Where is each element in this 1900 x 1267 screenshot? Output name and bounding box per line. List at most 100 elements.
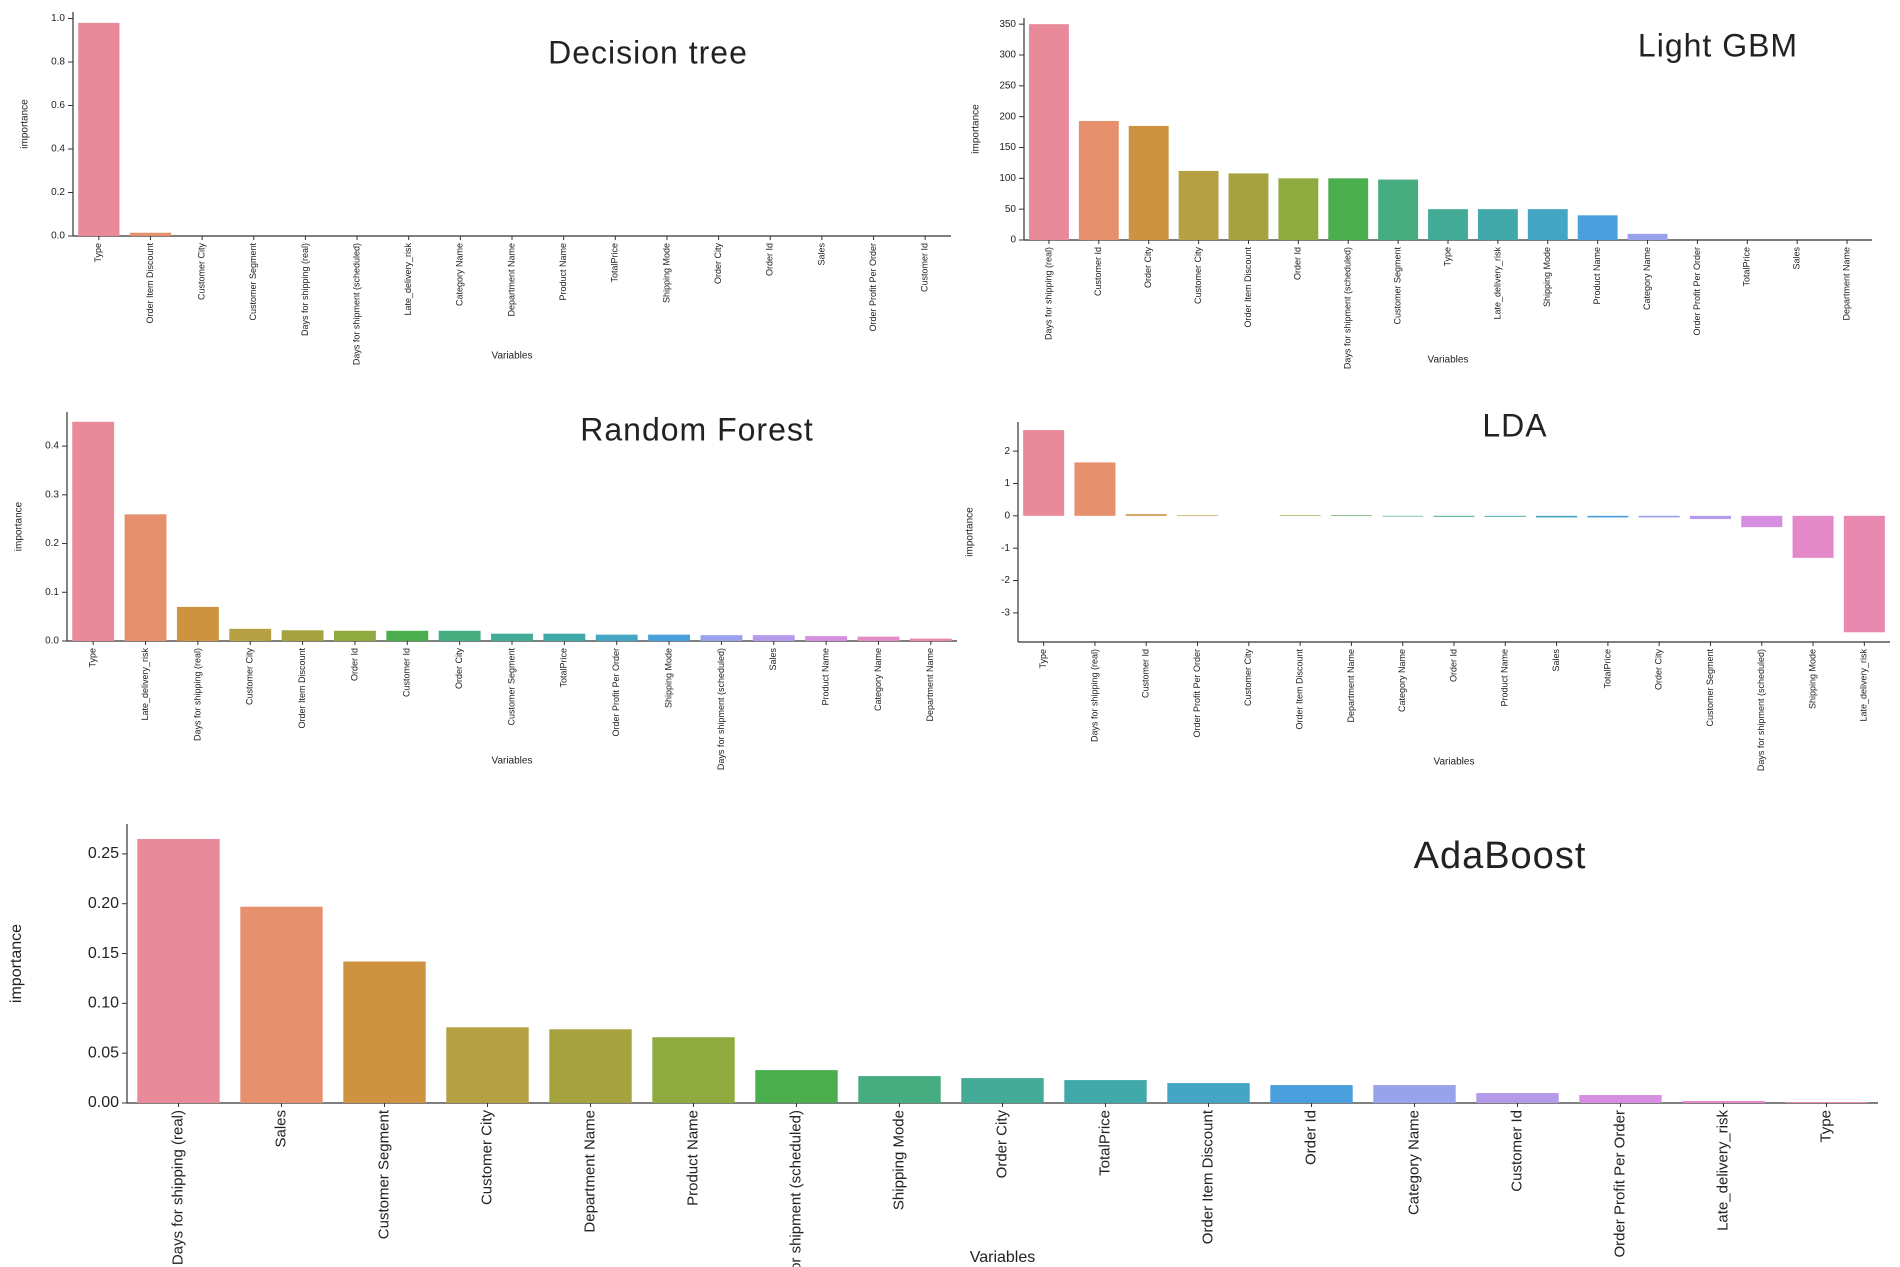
y-tick-label: 0.20 [88, 895, 119, 912]
x-tick-label: Late_delivery_risk [1492, 247, 1502, 320]
x-tick-label: Order City [454, 648, 464, 690]
x-tick-label: Type [1038, 649, 1048, 669]
x-tick-label: Days for shipping (real) [1043, 247, 1053, 340]
y-tick-label: 0.25 [88, 845, 119, 862]
y-tick-label: -3 [1001, 608, 1010, 619]
y-tick-label: 350 [999, 19, 1016, 30]
bar [446, 1027, 529, 1103]
x-tick-label: Days for shipment (scheduled) [351, 243, 361, 365]
x-tick-label: Customer Id [1141, 649, 1151, 698]
x-tick-label: Order City [713, 243, 723, 285]
y-tick-label: 0.4 [51, 144, 65, 155]
x-tick-label: Days for shipping (real) [169, 1110, 186, 1265]
x-tick-label: Late_delivery_risk [140, 648, 150, 721]
x-tick-label: Product Name [1500, 649, 1510, 707]
x-axis-label: Variables [1428, 355, 1469, 366]
bar [1484, 515, 1526, 517]
x-tick-label: Sales [816, 243, 826, 266]
bar [1178, 170, 1219, 240]
x-tick-label: Order Item Discount [1243, 247, 1253, 328]
x-tick-label: Days for shipping (real) [300, 243, 310, 336]
bar [1579, 1095, 1662, 1103]
x-tick-label: Order Id [1302, 1110, 1319, 1165]
x-tick-label: Department Name [925, 648, 935, 722]
y-tick-label: 0.2 [51, 187, 65, 198]
bar [1627, 233, 1668, 240]
bar [1279, 515, 1321, 516]
x-tick-label: Category Name [1397, 649, 1407, 712]
x-tick-label: Days for shipment (scheduled) [1343, 247, 1353, 369]
x-tick-label: Type [1817, 1110, 1834, 1143]
bar [1167, 1083, 1250, 1103]
bar [805, 636, 848, 641]
x-tick-label: TotalPrice [610, 243, 620, 283]
x-tick-label: Department Name [506, 243, 516, 317]
bar [549, 1029, 632, 1103]
bar [229, 628, 272, 641]
bar [1476, 1093, 1559, 1103]
bar [961, 1078, 1044, 1103]
x-tick-label: Days for shipment (scheduled) [716, 648, 726, 770]
x-tick-label: Customer City [1243, 649, 1253, 707]
bar [652, 1037, 735, 1103]
bar [129, 232, 172, 236]
x-tick-label: Days for shipment (scheduled) [1756, 649, 1766, 771]
y-tick-label: 0.4 [45, 441, 59, 452]
y-axis-label: importance [20, 99, 31, 149]
x-tick-label: Customer Id [920, 243, 930, 292]
x-tick-label: Sales [1792, 247, 1802, 270]
x-tick-label: Customer City [245, 648, 255, 706]
bar [1587, 515, 1629, 518]
x-tick-label: Customer City [196, 243, 206, 301]
x-tick-label: Customer City [478, 1110, 495, 1206]
x-tick-label: Customer Id [402, 648, 412, 697]
x-tick-label: Order Profit Per Order [611, 648, 621, 737]
bar [124, 514, 167, 641]
bar [1177, 515, 1219, 516]
bar [1433, 515, 1475, 517]
x-tick-label: Category Name [873, 648, 883, 711]
y-tick-label: 0.10 [88, 995, 119, 1012]
bar [1477, 209, 1518, 240]
x-tick-label: Department Name [1346, 649, 1356, 723]
y-tick-label: 0.1 [45, 587, 59, 598]
y-tick-label: 0.15 [88, 945, 119, 962]
y-tick-label: -1 [1001, 543, 1010, 554]
y-tick-label: 1.0 [51, 13, 65, 24]
y-tick-label: -2 [1001, 575, 1010, 586]
bar [1278, 178, 1319, 240]
x-tick-label: Order Item Discount [145, 243, 155, 324]
bar [595, 634, 638, 641]
x-tick-label: Order Item Discount [1294, 649, 1304, 730]
x-tick-label: Type [93, 243, 103, 263]
x-tick-label: Type [88, 648, 98, 668]
y-axis-label: importance [965, 507, 976, 557]
bar [858, 1076, 941, 1103]
y-axis-label: importance [8, 924, 25, 1003]
bar [343, 961, 426, 1103]
y-tick-label: 150 [999, 142, 1016, 153]
x-tick-label: Order Profit Per Order [1192, 649, 1202, 738]
chart-title: AdaBoost [1414, 835, 1587, 877]
bar [1741, 515, 1783, 528]
y-tick-label: 0.6 [51, 100, 65, 111]
chart-title: Random Forest [580, 411, 814, 447]
x-tick-label: Category Name [1405, 1110, 1422, 1215]
x-tick-label: Customer Segment [248, 243, 258, 321]
x-tick-label: TotalPrice [1742, 247, 1752, 287]
bar [857, 636, 900, 641]
bar [1373, 1085, 1456, 1103]
x-tick-label: Order Profit Per Order [1692, 247, 1702, 336]
bar [491, 633, 533, 641]
x-tick-label: Sales [1551, 649, 1561, 672]
y-tick-label: 0.0 [45, 636, 59, 647]
x-tick-label: Customer Segment [1392, 247, 1402, 325]
x-tick-label: Order City [1654, 649, 1664, 691]
bar [176, 606, 219, 641]
y-tick-label: 300 [999, 50, 1016, 61]
bar [438, 630, 481, 641]
x-tick-label: Category Name [455, 243, 465, 306]
bar [1023, 430, 1065, 516]
y-tick-label: 0.3 [45, 489, 59, 500]
bar [1682, 1101, 1765, 1103]
